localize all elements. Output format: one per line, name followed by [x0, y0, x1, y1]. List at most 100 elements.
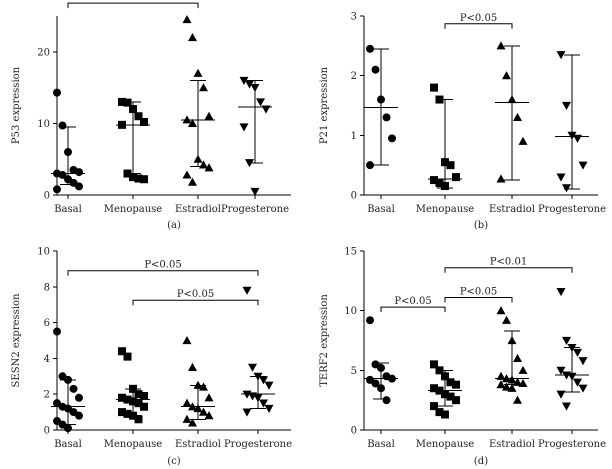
- y-axis-label: P21 expression: [319, 66, 330, 144]
- x-tick-label: Menopause: [416, 439, 475, 450]
- x-tick-label: Estradiol: [489, 439, 535, 450]
- data-point: [245, 159, 254, 168]
- data-point: [75, 182, 83, 191]
- data-point: [134, 174, 143, 183]
- data-point: [64, 375, 72, 384]
- significance-bracket: P<0.05: [444, 287, 513, 303]
- data-point: [242, 286, 252, 295]
- data-point: [118, 97, 126, 106]
- data-point: [502, 374, 511, 383]
- data-point: [253, 394, 263, 403]
- panel-b: 0 1 2 3 P21 expression Basal Menopause Estradio…: [319, 12, 606, 232]
- bracket-line: [444, 23, 513, 29]
- data-point: [573, 378, 582, 387]
- x-tick-label: Basal: [367, 439, 395, 450]
- series-basal: [51, 327, 85, 433]
- bracket-line: [444, 297, 513, 303]
- data-point: [518, 136, 528, 145]
- data-point: [182, 336, 192, 345]
- series-basal: [51, 88, 85, 194]
- p-value-label: P<0.05: [177, 289, 214, 300]
- x-tick-label: Menopause: [104, 204, 163, 215]
- significance-bracket: P<0.01: [444, 257, 573, 273]
- data-point: [518, 378, 528, 388]
- bracket-line: [444, 267, 573, 273]
- data-point: [239, 76, 249, 85]
- x-tick-label: Estradiol: [175, 439, 221, 450]
- y-tick-label: 5: [351, 366, 357, 377]
- data-point: [69, 384, 78, 393]
- data-point: [556, 366, 566, 375]
- data-point: [242, 408, 252, 417]
- x-tick-label: Menopause: [104, 439, 163, 450]
- data-point: [250, 84, 260, 93]
- panel-label: (a): [167, 220, 181, 231]
- data-point: [188, 418, 197, 427]
- y-tick-label: 10: [37, 119, 50, 130]
- data-point: [366, 316, 374, 325]
- significance-bracket: P<0.01: [67, 0, 199, 9]
- bracket-line: [380, 306, 446, 313]
- data-point: [199, 407, 208, 416]
- x-tick-label: Progesterone: [221, 204, 289, 215]
- data-point: [388, 374, 396, 383]
- data-point: [182, 414, 192, 423]
- data-point: [377, 363, 385, 372]
- data-point: [441, 158, 449, 167]
- data-point: [261, 105, 271, 114]
- x-tick-label: Progesterone: [538, 439, 606, 450]
- data-point: [118, 393, 126, 402]
- data-point: [507, 336, 517, 345]
- data-point: [239, 123, 249, 132]
- series-progesterone: [238, 76, 272, 196]
- data-point: [248, 363, 257, 372]
- y-tick-label: 0: [351, 426, 357, 437]
- data-point: [513, 395, 522, 404]
- data-point: [75, 393, 83, 402]
- significance-bracket: P<0.05: [132, 289, 259, 306]
- data-point: [123, 169, 132, 178]
- data-point: [193, 404, 203, 413]
- data-point: [496, 306, 506, 315]
- y-tick-label: 0: [44, 191, 50, 202]
- significance-bracket: P<0.05: [67, 260, 259, 276]
- data-point: [441, 372, 449, 381]
- y-tick-label: 6: [44, 318, 50, 329]
- panel-label: (c): [167, 456, 181, 467]
- data-point: [502, 315, 511, 324]
- data-point: [567, 372, 577, 381]
- series-estradiol: [495, 41, 529, 183]
- y-axis-label: P53 expression: [11, 66, 22, 144]
- data-point: [452, 396, 460, 405]
- data-point: [435, 386, 444, 395]
- series-basal: [364, 44, 398, 170]
- data-point: [502, 71, 511, 80]
- data-point: [518, 365, 528, 374]
- p-value-label: P<0.05: [144, 260, 181, 271]
- data-point: [556, 173, 566, 182]
- data-point: [204, 111, 214, 120]
- data-point: [435, 95, 444, 104]
- data-point: [193, 154, 203, 163]
- data-point: [123, 98, 132, 107]
- data-point: [53, 88, 61, 97]
- series-menopause: [428, 83, 462, 191]
- data-point: [140, 175, 148, 184]
- data-point: [188, 402, 197, 411]
- x-tick-label: Progesterone: [538, 204, 606, 215]
- y-tick-label: 3: [351, 12, 357, 23]
- data-point: [435, 179, 444, 188]
- x-tick-label: Basal: [367, 204, 395, 215]
- data-point: [562, 184, 571, 193]
- data-point: [204, 393, 214, 402]
- data-point: [193, 380, 203, 389]
- y-tick-label: 8: [44, 282, 50, 293]
- data-point: [188, 118, 197, 127]
- bracket-line: [67, 2, 199, 9]
- data-point: [578, 384, 588, 393]
- data-point: [556, 287, 566, 297]
- series-estradiol: [181, 336, 215, 427]
- bracket-line: [132, 299, 259, 306]
- panel-a: 0 10 20 P53 expression Basal Menopause Estradi…: [11, 0, 291, 231]
- p-value-label: P<0.05: [460, 13, 497, 24]
